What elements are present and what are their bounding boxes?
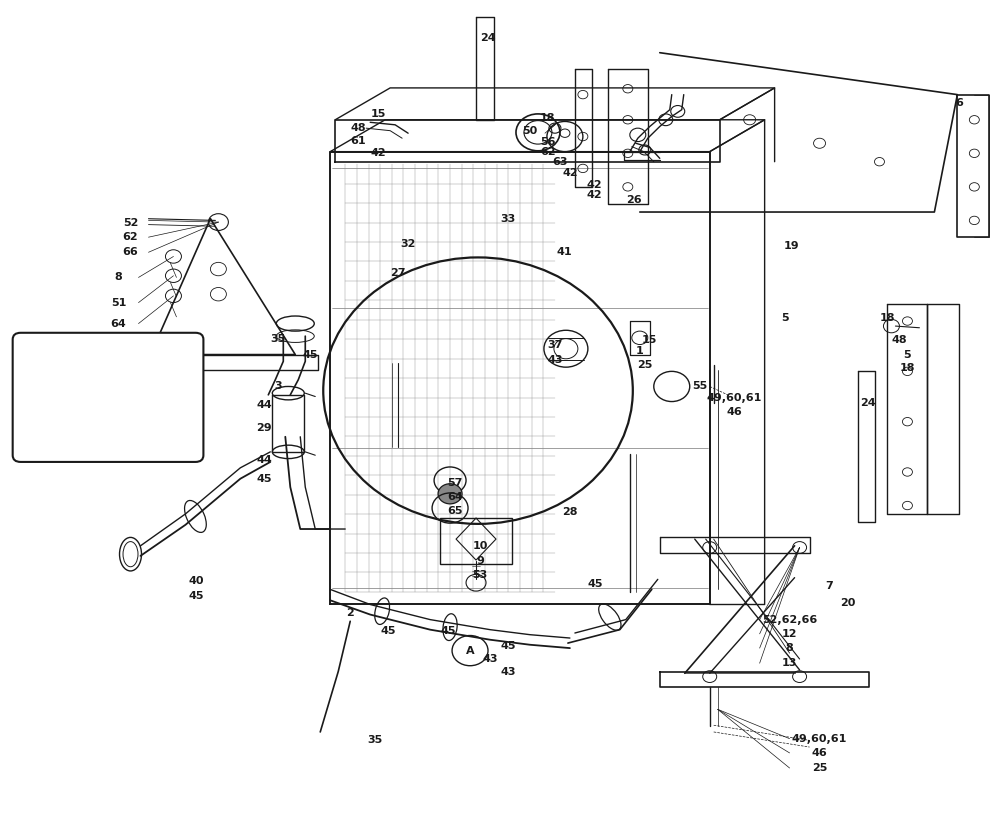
Text: 42: 42 xyxy=(370,149,386,158)
Text: 45: 45 xyxy=(303,349,318,360)
Text: 10: 10 xyxy=(472,541,488,551)
Text: 62: 62 xyxy=(123,232,138,242)
Circle shape xyxy=(438,484,462,504)
Text: 9: 9 xyxy=(476,556,484,566)
Text: 26: 26 xyxy=(626,195,642,205)
Text: 53: 53 xyxy=(472,570,488,580)
Text: 38: 38 xyxy=(51,408,66,418)
Text: 33: 33 xyxy=(500,213,516,223)
Text: 65: 65 xyxy=(447,506,463,516)
Text: 45: 45 xyxy=(587,579,603,589)
Text: 7: 7 xyxy=(826,581,833,591)
Text: 25: 25 xyxy=(637,360,652,370)
Text: 42: 42 xyxy=(562,168,578,177)
Text: 42: 42 xyxy=(586,181,602,190)
Text: 18: 18 xyxy=(900,363,915,373)
Text: 51: 51 xyxy=(111,297,126,307)
Text: 43: 43 xyxy=(547,354,563,365)
Text: 1: 1 xyxy=(636,346,644,356)
Text: 46: 46 xyxy=(727,407,743,417)
Text: 18: 18 xyxy=(540,113,556,123)
Text: 6: 6 xyxy=(955,98,963,108)
Text: 8: 8 xyxy=(786,643,793,654)
Text: 42: 42 xyxy=(586,190,602,200)
Text: 63: 63 xyxy=(552,157,568,166)
Text: 61: 61 xyxy=(350,136,366,146)
Text: 45: 45 xyxy=(189,591,204,601)
Text: 45: 45 xyxy=(380,627,396,637)
Text: 8: 8 xyxy=(115,272,122,282)
Text: 64: 64 xyxy=(111,318,126,328)
Text: A: A xyxy=(466,646,474,655)
Text: 56: 56 xyxy=(540,137,556,147)
Text: 15: 15 xyxy=(642,335,657,345)
Text: 45: 45 xyxy=(440,627,456,637)
Text: 5: 5 xyxy=(781,312,788,323)
Text: 3: 3 xyxy=(274,381,282,391)
Text: 44: 44 xyxy=(256,400,272,410)
Text: 64: 64 xyxy=(447,492,463,502)
Text: 48: 48 xyxy=(892,335,907,345)
Text: 43: 43 xyxy=(500,667,516,676)
Text: 28: 28 xyxy=(562,507,578,517)
Text: 52: 52 xyxy=(123,218,138,228)
Text: A: A xyxy=(37,346,51,365)
Text: 40: 40 xyxy=(189,576,204,586)
Text: 46: 46 xyxy=(812,748,827,758)
Text: 50: 50 xyxy=(522,126,538,136)
Text: 48: 48 xyxy=(350,123,366,134)
Text: 55: 55 xyxy=(692,381,707,391)
Text: 62: 62 xyxy=(540,147,556,156)
Text: 25: 25 xyxy=(812,763,827,773)
Text: 16: 16 xyxy=(89,381,104,391)
Text: 66: 66 xyxy=(123,247,138,257)
Text: 18: 18 xyxy=(880,312,895,323)
Text: 49,60,61: 49,60,61 xyxy=(707,393,762,403)
Text: 44: 44 xyxy=(256,455,272,465)
FancyBboxPatch shape xyxy=(13,333,203,462)
Text: 19: 19 xyxy=(784,240,799,250)
Text: 20: 20 xyxy=(840,598,855,608)
Bar xyxy=(440,518,512,564)
Text: 2: 2 xyxy=(346,608,354,618)
Text: 57: 57 xyxy=(447,478,463,488)
Text: 15: 15 xyxy=(370,109,386,119)
Text: 27: 27 xyxy=(390,268,406,278)
Text: 49,60,61: 49,60,61 xyxy=(792,733,847,743)
Text: 29: 29 xyxy=(257,423,272,433)
Text: 32: 32 xyxy=(400,239,416,249)
Text: 52,62,66: 52,62,66 xyxy=(762,615,817,625)
Text: 24: 24 xyxy=(480,34,496,44)
Text: 5: 5 xyxy=(904,349,911,360)
Text: 45: 45 xyxy=(257,474,272,484)
Text: 45: 45 xyxy=(500,642,516,652)
Text: 35: 35 xyxy=(368,735,383,745)
Text: 41: 41 xyxy=(556,247,572,257)
Text: 35: 35 xyxy=(271,334,286,344)
Text: 24: 24 xyxy=(860,398,875,408)
Text: 13: 13 xyxy=(111,339,126,349)
Text: 43: 43 xyxy=(482,654,498,664)
Text: 39: 39 xyxy=(65,396,80,407)
Text: 37: 37 xyxy=(547,339,563,349)
Text: 12: 12 xyxy=(782,629,797,639)
Text: 13: 13 xyxy=(782,659,797,668)
